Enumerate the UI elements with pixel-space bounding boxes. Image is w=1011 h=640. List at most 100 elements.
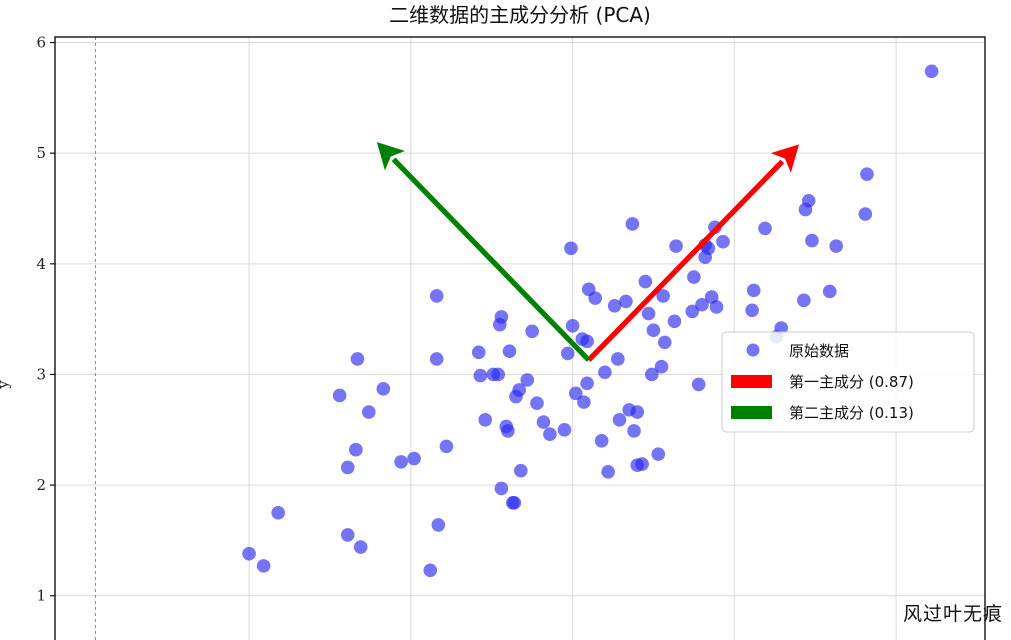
data-point (580, 334, 594, 349)
data-point (860, 167, 874, 181)
data-point (822, 284, 837, 299)
data-point (332, 388, 347, 403)
data-point (687, 270, 701, 284)
plot-area-frame (54, 36, 986, 640)
data-point (340, 460, 355, 475)
data-point (350, 352, 365, 366)
data-point (801, 193, 816, 208)
data-point (829, 239, 843, 253)
data-point (429, 352, 444, 366)
y-axis-ticks: 1 2 3 4 5 6 (36, 34, 55, 605)
legend-label: 原始数据 (789, 342, 849, 360)
y-tick-label: 4 (36, 255, 46, 273)
data-point (439, 439, 454, 454)
data-point (376, 382, 391, 396)
y-tick-label: 6 (36, 34, 46, 52)
data-point (625, 217, 640, 231)
data-point (242, 546, 256, 561)
data-points (242, 64, 939, 578)
data-point (536, 415, 551, 429)
data-point (858, 207, 873, 221)
y-tick-label: 5 (36, 144, 46, 162)
data-point (630, 405, 645, 419)
data-point (695, 297, 709, 312)
data-point (594, 434, 609, 448)
data-point (651, 447, 666, 461)
data-point (805, 233, 819, 248)
pc2-arrow-shaft (391, 157, 591, 362)
data-point (645, 367, 659, 382)
data-point (667, 314, 682, 329)
data-point (646, 323, 661, 338)
data-point (494, 310, 509, 324)
data-point (520, 373, 535, 387)
legend-label: 第二主成分 (0.13) (789, 404, 914, 422)
data-point (543, 427, 557, 442)
data-point (611, 352, 625, 366)
data-point (745, 303, 759, 318)
data-point (491, 367, 505, 382)
data-point (471, 345, 486, 360)
y-tick-label: 3 (36, 365, 46, 383)
legend-box (721, 331, 975, 433)
data-point (502, 344, 517, 359)
data-point (340, 528, 355, 542)
data-point (641, 306, 656, 321)
data-point (716, 234, 730, 249)
data-point (353, 540, 368, 554)
legend-label: 第一主成分 (0.87) (789, 373, 914, 391)
data-point (657, 335, 672, 350)
y-tick-label: 1 (36, 587, 46, 605)
pc1-arrow (586, 144, 799, 362)
watermark: 风过叶无痕 (902, 603, 1003, 625)
data-point (501, 424, 515, 438)
legend-marker-pc1-arrow (731, 375, 772, 388)
data-point (507, 496, 522, 510)
data-point (560, 346, 575, 361)
data-point (635, 457, 649, 471)
data-point (256, 559, 271, 573)
y-tick-label: 2 (36, 476, 46, 494)
data-point (407, 451, 421, 466)
data-point (598, 365, 612, 380)
data-point (512, 383, 526, 397)
data-point (423, 563, 438, 578)
data-point (557, 422, 572, 437)
pc2-arrow (376, 142, 591, 362)
data-point (612, 413, 627, 427)
data-point (271, 505, 286, 520)
data-point (429, 289, 444, 303)
data-point (394, 455, 408, 469)
data-point (627, 424, 641, 438)
data-point (588, 291, 603, 305)
data-point (580, 376, 594, 391)
data-point (797, 293, 811, 308)
data-point (607, 299, 622, 313)
data-point (691, 377, 706, 392)
data-point (564, 241, 578, 256)
pc2-arrow-head (376, 142, 406, 171)
data-point (569, 386, 583, 401)
data-point (619, 294, 633, 309)
data-point (656, 289, 670, 303)
data-point (525, 324, 539, 339)
data-point (654, 359, 669, 374)
data-point (361, 405, 376, 419)
data-point (565, 318, 580, 333)
legend-marker-pc2-arrow (731, 406, 772, 419)
data-point (530, 396, 544, 411)
data-point (685, 304, 700, 319)
data-point (709, 300, 724, 314)
data-point (601, 465, 615, 479)
data-point (494, 481, 509, 496)
data-point (349, 442, 363, 457)
principal-component-arrows (376, 142, 799, 362)
chart-title: 二维数据的主成分分析 (PCA) (389, 3, 651, 27)
data-point (638, 274, 653, 289)
y-axis-label: y (0, 380, 12, 390)
data-point (924, 64, 939, 79)
pc1-arrow-head (770, 144, 799, 173)
data-point (478, 413, 493, 427)
